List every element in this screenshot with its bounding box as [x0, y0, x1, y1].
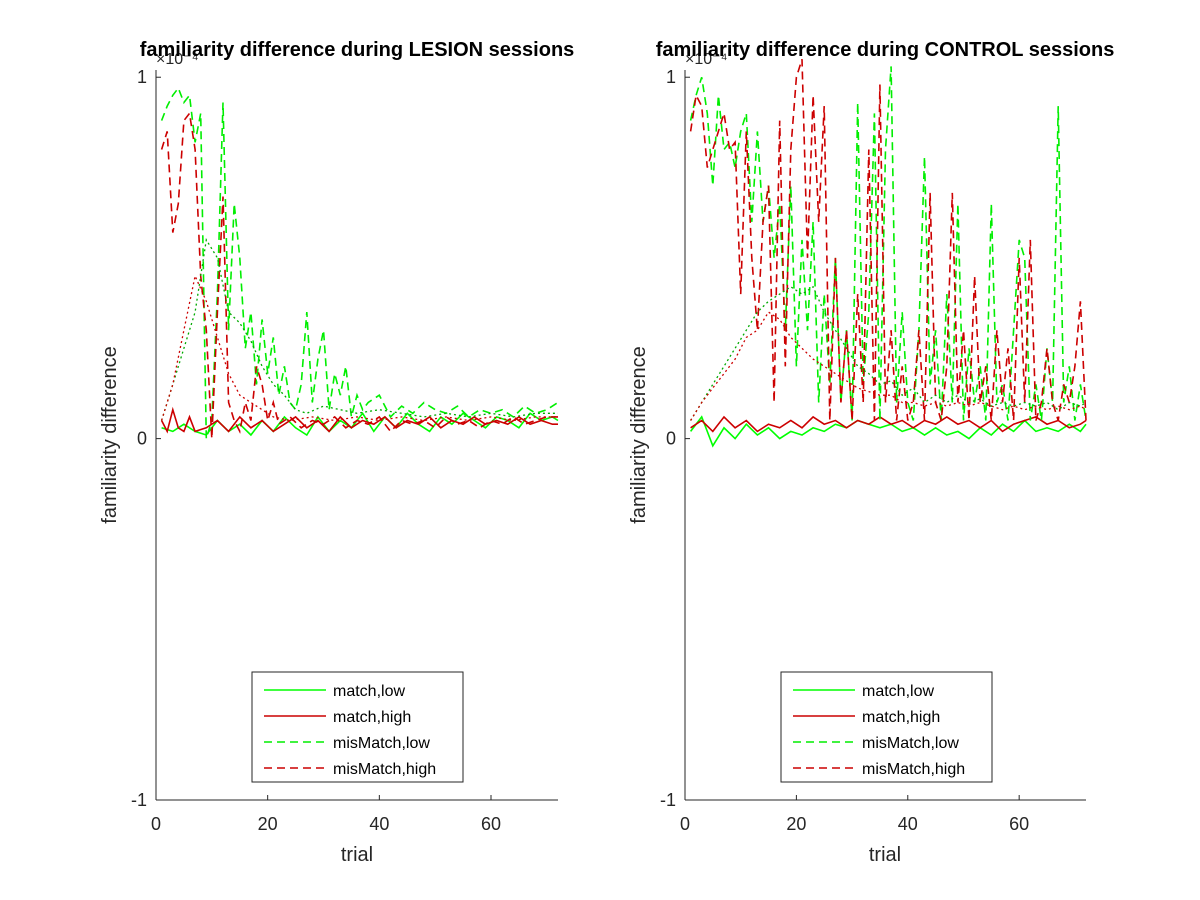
series-line-1 [160, 406, 558, 434]
x-tick-label: 40 [369, 814, 389, 834]
series-line-3 [160, 111, 558, 439]
y-tick-label: 0 [666, 429, 676, 449]
chart-title: familiarity difference during CONTROL se… [656, 39, 1115, 61]
chart-panel-lesion: 0 20 40 60-101 ×10⁻⁴ familiarity difference… [99, 39, 574, 866]
series-line-4 [690, 285, 1087, 421]
y-tick-label: -1 [131, 790, 147, 810]
axes: 0 20 40 60-101 [660, 67, 1086, 834]
x-tick-label: 20 [258, 814, 278, 834]
x-tick-label: 60 [1009, 814, 1029, 834]
legend-entry: misMatch,high [862, 761, 965, 778]
x-axis-label: trial [341, 844, 373, 866]
legend: match,low match,high misMatch,low misMatch,… [251, 671, 464, 783]
x-tick-label: 0 [151, 814, 161, 834]
series-line-4 [160, 238, 558, 421]
y-tick-label: 1 [137, 67, 147, 87]
x-axis-label: trial [869, 844, 901, 866]
legend: match,low match,high misMatch,low misMatch,… [780, 671, 993, 783]
y-axis-label: familiarity difference [99, 346, 121, 523]
y-tick-label: -1 [660, 790, 676, 810]
chart-title: familiarity difference during LESION ses… [140, 39, 575, 61]
y-exponent-label: ×10⁻⁴ [156, 51, 199, 68]
legend-entry: match,low [333, 683, 405, 700]
y-tick-label: 1 [666, 67, 676, 87]
series-line-2 [160, 86, 559, 439]
y-exponent-label: ×10⁻⁴ [685, 51, 728, 68]
series-line-2 [689, 66, 1087, 421]
x-tick-label: 0 [680, 814, 690, 834]
legend-entry: match,high [862, 709, 940, 726]
legend-entry: misMatch,low [333, 735, 430, 752]
x-tick-label: 40 [898, 814, 918, 834]
series-layer [160, 86, 559, 439]
y-tick-label: 0 [137, 429, 147, 449]
y-axis-label: familiarity difference [628, 346, 650, 523]
series-layer [689, 58, 1087, 448]
x-tick-label: 20 [786, 814, 806, 834]
x-tick-label: 60 [481, 814, 501, 834]
series-line-1 [690, 415, 1087, 433]
legend-entry: misMatch,high [333, 761, 436, 778]
legend-entry: match,low [862, 683, 934, 700]
series-line-3 [689, 58, 1087, 421]
chart-panel-control: 0 20 40 60-101 ×10⁻⁴ familiarity difference… [628, 39, 1114, 866]
axes: 0 20 40 60-101 [131, 67, 558, 834]
series-line-5 [160, 273, 558, 422]
legend-entry: misMatch,low [862, 735, 959, 752]
legend-entry: match,high [333, 709, 411, 726]
